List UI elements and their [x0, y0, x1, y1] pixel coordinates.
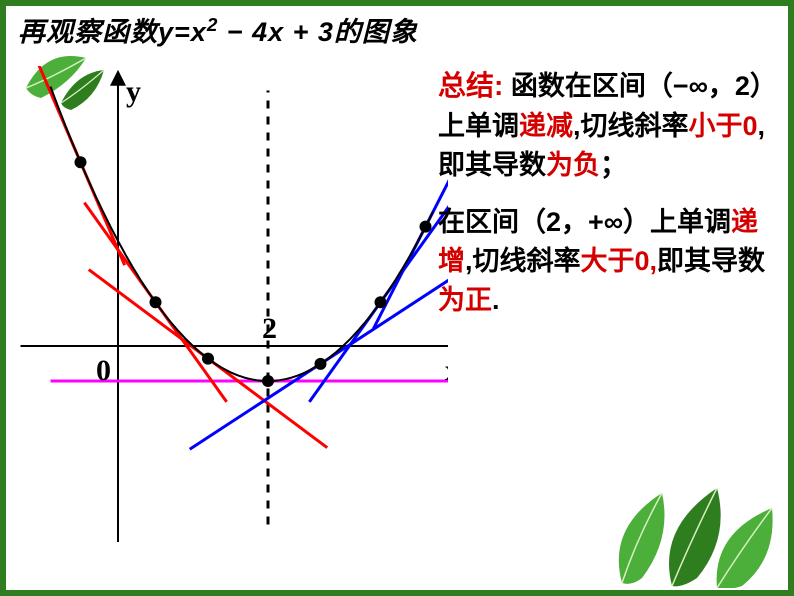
- t1rb: 小于0: [689, 111, 758, 141]
- slide-frame: 再观察函数y=x2 − 4x + 3的图象 02xy 总结: 函数在区间（−∞，…: [0, 0, 794, 596]
- t2c: ,切线斜率: [465, 246, 581, 276]
- title-suffix: 的图象: [334, 17, 418, 47]
- t1d: ；: [600, 150, 627, 180]
- t1rc: 为负: [546, 150, 600, 180]
- t1ra: 递减: [519, 111, 573, 141]
- svg-text:2: 2: [262, 312, 277, 345]
- t2a: 在区间（: [438, 207, 546, 237]
- title-formula: y=x2 − 4x + 3: [158, 17, 334, 47]
- leaf-decoration-bottom-right: [602, 468, 782, 588]
- svg-text:y: y: [126, 75, 141, 108]
- title-prefix: 再观察函数: [18, 17, 158, 47]
- summary-text: 总结: 函数在区间（−∞，2）上单调递减,切线斜率小于0,即其导数为负； 在区间…: [438, 66, 786, 320]
- t2e: .: [492, 285, 500, 315]
- t2rc: 为正: [438, 285, 492, 315]
- page-title: 再观察函数y=x2 − 4x + 3的图象: [18, 10, 418, 49]
- t2b: ）上单调: [623, 207, 731, 237]
- t2rb: 大于0,: [581, 246, 658, 276]
- t2bold: 2，+∞: [546, 207, 623, 237]
- parabola-chart: 0 2 x y: [18, 66, 448, 546]
- t2d: 即其导数: [657, 246, 765, 276]
- svg-text:x: x: [445, 354, 448, 387]
- chart-area: 0 2 x y: [18, 66, 448, 546]
- svg-text:0: 0: [96, 354, 111, 387]
- t1b: ,切线斜率: [573, 111, 689, 141]
- summary-label: 总结:: [438, 70, 503, 101]
